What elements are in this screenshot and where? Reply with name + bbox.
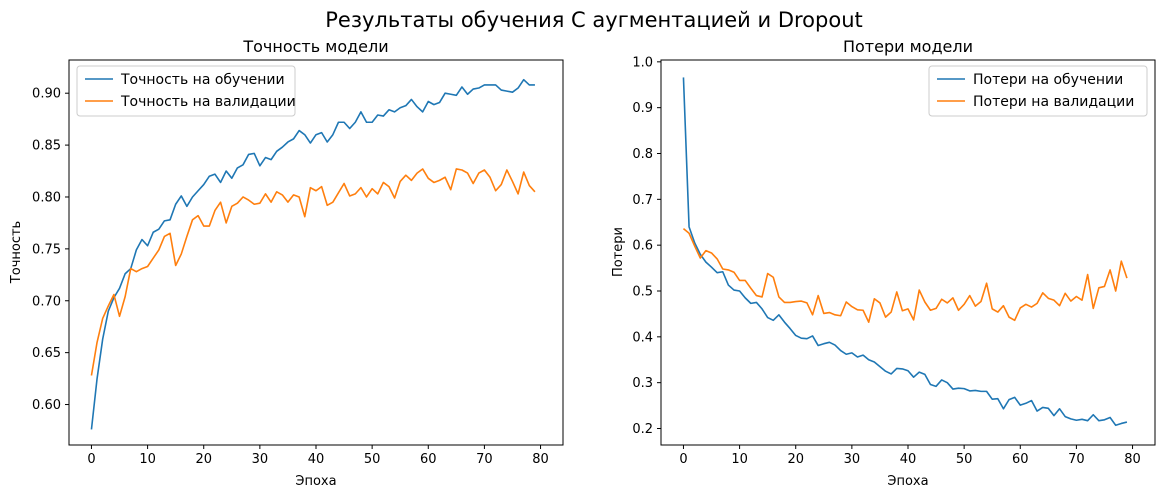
accuracy-legend-label-train: Точность на обучении [120, 72, 285, 88]
accuracy-chart: Точность модели 0 10 20 30 40 50 60 70 80 0.600.… [9, 37, 564, 489]
loss-x-tick-label: 70 [1068, 452, 1085, 467]
loss-lines [682, 77, 1128, 427]
accuracy-y-tick-label: 0.85 [32, 139, 61, 154]
accuracy-series-line-train [90, 78, 535, 430]
accuracy-x-ticks: 0 10 20 30 40 50 60 70 80 [87, 445, 549, 467]
loss-x-axis-label: Эпоха [887, 474, 928, 489]
loss-x-tick-label: 30 [844, 452, 861, 467]
loss-y-tick-label: 0.3 [632, 376, 653, 391]
accuracy-legend: Точность на обучении Точность на валидаци… [76, 65, 296, 117]
accuracy-x-tick-label: 80 [532, 452, 549, 467]
accuracy-x-axis-label: Эпоха [295, 474, 336, 489]
accuracy-legend-frame [76, 65, 296, 117]
loss-series-line-val [682, 228, 1128, 323]
accuracy-x-tick-label: 50 [364, 452, 381, 467]
accuracy-chart-title: Точность модели [242, 37, 388, 56]
loss-x-ticks: 0 10 20 30 40 50 60 70 80 [679, 445, 1141, 467]
accuracy-y-tick-label: 0.70 [32, 294, 61, 309]
accuracy-x-tick-label: 20 [195, 452, 212, 467]
loss-x-tick-label: 40 [900, 452, 917, 467]
loss-y-tick-label: 0.9 [632, 101, 653, 116]
accuracy-y-tick-label: 0.75 [32, 242, 61, 257]
loss-legend: Потери на обучении Потери на валидации [928, 65, 1148, 117]
loss-x-tick-label: 10 [731, 452, 748, 467]
accuracy-y-tick-label: 0.60 [32, 398, 61, 413]
loss-legend-frame [928, 65, 1148, 117]
loss-legend-label-val: Потери на валидации [973, 94, 1134, 110]
accuracy-y-tick-label: 0.90 [32, 87, 61, 102]
accuracy-x-tick-label: 30 [252, 452, 269, 467]
loss-y-tick-label: 0.6 [632, 239, 653, 254]
loss-series-line-train [682, 77, 1128, 427]
loss-x-tick-label: 0 [679, 452, 687, 467]
loss-plot-area [660, 59, 1156, 446]
loss-y-axis-label: Потери [611, 227, 626, 277]
accuracy-y-axis-label: Точность [9, 221, 24, 284]
loss-chart: Потери модели 0 10 20 30 40 50 60 70 80 0.20.30.… [611, 37, 1156, 489]
accuracy-x-tick-label: 60 [420, 452, 437, 467]
loss-legend-label-train: Потери на обучении [973, 72, 1123, 88]
loss-x-tick-label: 20 [787, 452, 804, 467]
accuracy-y-ticks: 0.60 0.65 0.70 0.75 0.80 0.85 0.90 [32, 87, 69, 413]
accuracy-y-tick-label: 0.65 [32, 346, 61, 361]
loss-y-ticks: 0.2 0.3 0.4 0.5 0.6 0.7 0.8 0.9 1.0 [632, 55, 661, 437]
loss-chart-title: Потери модели [843, 37, 973, 56]
accuracy-legend-label-val: Точность на валидации [120, 94, 296, 110]
loss-y-tick-label: 0.7 [632, 193, 653, 208]
accuracy-x-tick-label: 10 [139, 452, 156, 467]
accuracy-plot-area [68, 59, 564, 446]
accuracy-x-tick-label: 70 [476, 452, 493, 467]
accuracy-x-tick-label: 0 [87, 452, 95, 467]
loss-y-tick-label: 0.5 [632, 285, 653, 300]
accuracy-x-tick-label: 40 [308, 452, 325, 467]
loss-x-tick-label: 60 [1012, 452, 1029, 467]
accuracy-series-line-val [90, 168, 536, 376]
accuracy-lines [90, 78, 536, 430]
loss-y-tick-label: 0.8 [632, 147, 653, 162]
figure-suptitle: Результаты обучения С аугментацией и Dro… [325, 8, 863, 32]
accuracy-y-tick-label: 0.80 [32, 190, 61, 205]
loss-x-tick-label: 80 [1124, 452, 1141, 467]
loss-y-tick-label: 0.2 [632, 422, 653, 437]
loss-y-tick-label: 0.4 [632, 330, 653, 345]
loss-x-tick-label: 50 [956, 452, 973, 467]
loss-y-tick-label: 1.0 [632, 55, 653, 70]
